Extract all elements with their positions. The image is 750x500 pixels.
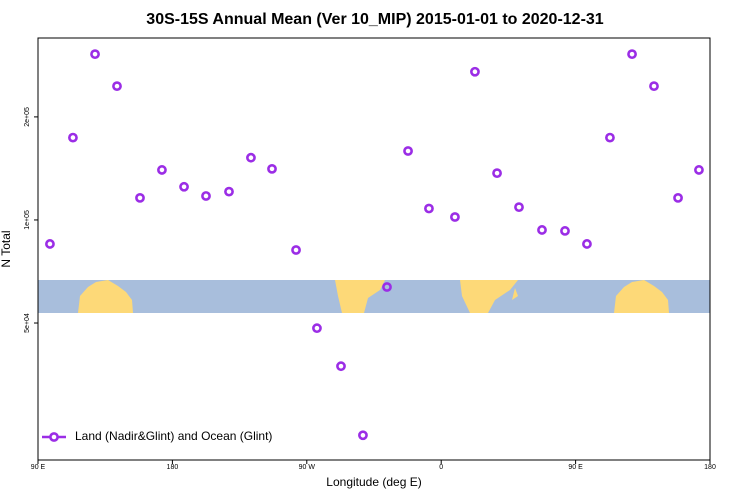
x-axis-label: Longitude (deg E): [326, 475, 421, 489]
point: [627, 49, 637, 60]
legend-marker: [49, 432, 59, 442]
point: [514, 202, 524, 213]
point: [358, 430, 368, 441]
x-tick-label: 180: [167, 464, 179, 471]
y-axis-label: N Total: [0, 230, 13, 267]
point: [90, 49, 100, 60]
chart-title: 30S-15S Annual Mean (Ver 10_MIP) 2015-01…: [146, 11, 604, 28]
point: [68, 132, 78, 143]
y-tick-label: 5e+04: [24, 313, 31, 333]
point: [382, 282, 392, 292]
point: [267, 163, 277, 174]
x-tick-label: 180: [704, 464, 716, 471]
plot-frame: [37, 37, 711, 461]
point: [135, 192, 145, 203]
point: [201, 191, 211, 201]
point: [537, 225, 547, 235]
x-tick-label: 90 E: [31, 464, 46, 471]
point: [224, 186, 234, 197]
point: [694, 165, 704, 175]
point: [336, 361, 346, 372]
point: [246, 152, 256, 163]
point: [179, 181, 189, 192]
point: [673, 192, 683, 203]
point: [470, 66, 480, 77]
point: [157, 165, 167, 175]
point: [291, 245, 301, 255]
point: [492, 168, 502, 179]
x-tick-label: 0: [439, 464, 443, 471]
point: [450, 212, 460, 222]
point: [112, 81, 122, 92]
point: [560, 226, 570, 236]
point: [582, 239, 592, 249]
point: [649, 81, 659, 92]
x-tick-label: 90 W: [299, 464, 316, 471]
y-tick-label: 2e+05: [24, 107, 31, 127]
legend-label: Land (Nadir&Glint) and Ocean (Glint): [75, 429, 272, 443]
point: [45, 239, 55, 249]
point: [424, 203, 434, 214]
point: [605, 132, 615, 143]
point: [403, 146, 413, 156]
point: [312, 323, 322, 334]
x-tick-label: 90 E: [568, 464, 583, 471]
y-tick-label: 1e+05: [24, 210, 31, 230]
map-background: [38, 280, 710, 313]
